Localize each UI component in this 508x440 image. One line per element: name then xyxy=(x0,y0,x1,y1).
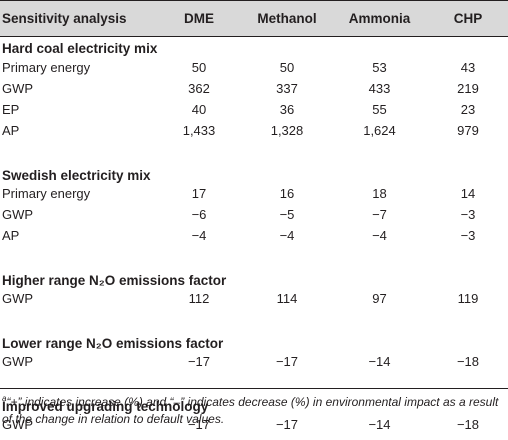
cell-ammonia: −14 xyxy=(368,417,391,432)
table-body: Hard coal electricity mix Primary energy 5… xyxy=(0,36,508,435)
cell-ammonia: 97 xyxy=(372,291,387,306)
section-header-lower-range-n2o-emissions-factor: Lower range N₂O emissions factor xyxy=(0,330,508,351)
section-title: Lower range N₂O emissions factor xyxy=(2,335,224,351)
section-header-hard-coal-electricity-mix: Hard coal electricity mix xyxy=(0,36,508,57)
cell-dme: −6 xyxy=(191,207,207,222)
row-label: Primary energy xyxy=(2,186,91,201)
header-methanol: Methanol xyxy=(257,10,317,26)
table-row: GWP −17 −17 −14 −18 xyxy=(0,351,508,372)
cell-ammonia: 18 xyxy=(372,186,387,201)
table-row: GWP 362 337 433 219 xyxy=(0,78,508,99)
section-spacer xyxy=(0,246,508,267)
cell-dme: −17 xyxy=(187,354,211,369)
section-title: Swedish electricity mix xyxy=(2,167,151,183)
table-row: GWP 112 114 97 119 xyxy=(0,288,508,309)
cell-chp: −3 xyxy=(460,207,476,222)
row-label: GWP xyxy=(2,207,34,222)
row-label: AP xyxy=(2,123,20,138)
cell-methanol: 50 xyxy=(279,60,295,75)
cell-chp: 14 xyxy=(460,186,476,201)
spacer-cell xyxy=(0,246,508,267)
table-row: AP −4 −4 −4 −3 xyxy=(0,225,508,246)
cell-dme: 40 xyxy=(191,102,207,117)
table-row: AP 1,433 1,328 1,624 979 xyxy=(0,120,508,141)
cell-chp: 43 xyxy=(460,60,476,75)
cell-ammonia: 433 xyxy=(368,81,391,96)
section-title: Improved upgrading technology xyxy=(2,398,209,414)
cell-ammonia: −14 xyxy=(368,354,391,369)
spacer-cell xyxy=(0,309,508,330)
row-label: GWP xyxy=(2,417,34,432)
cell-dme: 112 xyxy=(188,291,210,306)
section-header-improved-upgrading-technology: Improved upgrading technology xyxy=(0,393,508,414)
cell-methanol: −17 xyxy=(275,354,299,369)
row-label: GWP xyxy=(2,81,34,96)
row-label: AP xyxy=(2,228,20,243)
cell-chp: 23 xyxy=(460,102,476,117)
cell-methanol: −4 xyxy=(279,228,295,243)
cell-dme: 50 xyxy=(191,60,207,75)
cell-methanol: 1,328 xyxy=(270,123,304,138)
spacer-cell xyxy=(0,372,508,393)
header-sensitivity-analysis: Sensitivity analysis xyxy=(2,10,127,26)
cell-dme: 1,433 xyxy=(182,123,216,138)
bottom-rule xyxy=(0,388,508,389)
header-row: Sensitivity analysis DME Methanol Ammoni… xyxy=(0,0,508,36)
section-title: Hard coal electricity mix xyxy=(2,41,158,56)
table-row: Primary energy 17 16 18 14 xyxy=(0,183,508,204)
row-label: Primary energy xyxy=(2,60,91,75)
header-dme: DME xyxy=(184,10,214,26)
cell-chp: −3 xyxy=(460,228,476,243)
section-spacer xyxy=(0,372,508,393)
table-row: GWP −6 −5 −7 −3 xyxy=(0,204,508,225)
cell-chp: −18 xyxy=(456,354,480,369)
cell-methanol: 36 xyxy=(279,102,295,117)
cell-ammonia: 55 xyxy=(372,102,387,117)
cell-methanol: 114 xyxy=(276,291,298,306)
table-row: EP 40 36 55 23 xyxy=(0,99,508,120)
footnote: a“+” indicates increase (%) and “–” indi… xyxy=(2,394,506,428)
section-spacer xyxy=(0,141,508,162)
cell-methanol: 337 xyxy=(276,81,298,96)
cell-chp: 119 xyxy=(457,291,479,306)
cell-ammonia: 53 xyxy=(372,60,387,75)
cell-ammonia: −4 xyxy=(372,228,387,243)
cell-chp: 979 xyxy=(457,123,479,138)
footnote-text: “+” indicates increase (%) and “–” indic… xyxy=(2,395,499,426)
cell-methanol: −17 xyxy=(275,417,299,432)
table-header: Sensitivity analysis DME Methanol Ammoni… xyxy=(0,0,508,36)
section-spacer xyxy=(0,309,508,330)
header-ammonia: Ammonia xyxy=(348,10,411,26)
spacer-cell xyxy=(0,141,508,162)
cell-ammonia: 1,624 xyxy=(363,123,396,138)
cell-chp: 219 xyxy=(457,81,479,96)
top-rule xyxy=(0,0,508,1)
cell-dme: −4 xyxy=(191,228,207,243)
row-label: GWP xyxy=(2,291,34,306)
table-row: Primary energy 50 50 53 43 xyxy=(0,57,508,78)
cell-methanol: −5 xyxy=(279,207,295,222)
cell-dme: −17 xyxy=(187,417,211,432)
header-chp: CHP xyxy=(453,10,483,26)
section-title: Higher range N₂O emissions factor xyxy=(2,272,227,288)
header-rule xyxy=(0,36,508,37)
footnote-marker: a xyxy=(2,394,7,403)
cell-methanol: 16 xyxy=(279,186,295,201)
section-header-swedish-electricity-mix: Swedish electricity mix xyxy=(0,162,508,183)
cell-ammonia: −7 xyxy=(372,207,387,222)
table-row: GWP −17 −17 −14 −18 xyxy=(0,414,508,435)
section-header-higher-range-n2o-emissions-factor: Higher range N₂O emissions factor xyxy=(0,267,508,288)
cell-dme: 17 xyxy=(191,186,207,201)
row-label: GWP xyxy=(2,354,34,369)
cell-dme: 362 xyxy=(188,81,210,96)
cell-chp: −18 xyxy=(456,417,480,432)
row-label: EP xyxy=(2,102,20,117)
